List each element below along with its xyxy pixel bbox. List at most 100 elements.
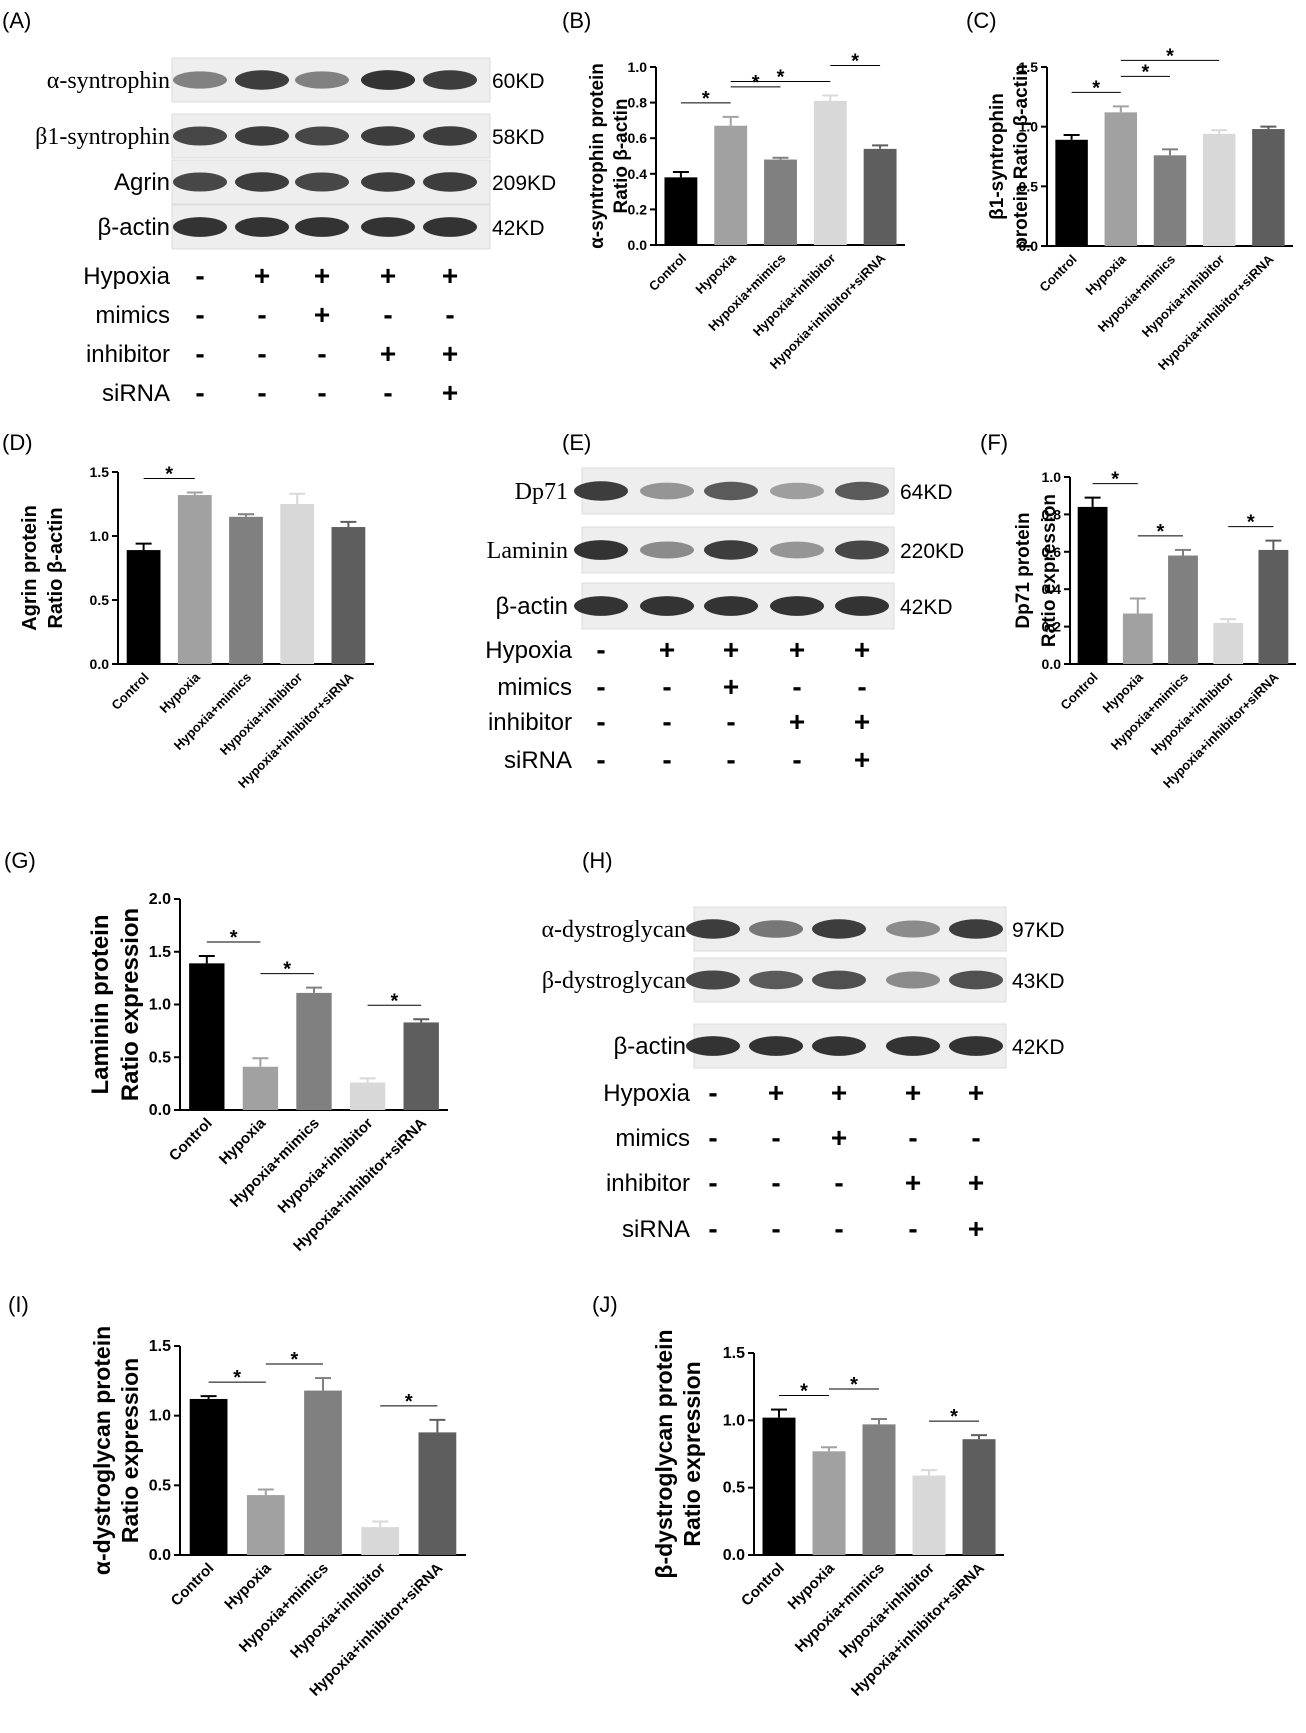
minus-sign: -: [596, 671, 605, 702]
y-tick-label: 0.2: [1042, 619, 1062, 635]
blot-band: [886, 1036, 940, 1056]
bar: [813, 100, 847, 245]
blot-band: [640, 596, 694, 616]
blot-band: [574, 596, 628, 616]
y-tick-label: 0.2: [628, 201, 648, 217]
minus-sign: -: [662, 671, 671, 702]
blot-band: [835, 596, 889, 616]
plus-sign: +: [789, 706, 805, 737]
plus-sign: +: [831, 1077, 847, 1108]
category-label: Hypoxia+inhibitor: [287, 1560, 389, 1662]
bar: [361, 1527, 400, 1555]
y-tick-label: 0.4: [628, 166, 648, 182]
minus-sign: -: [792, 744, 801, 775]
bar: [812, 1451, 846, 1555]
significance-star: *: [165, 463, 173, 485]
category-label: Hypoxia: [216, 1114, 270, 1168]
minus-sign: -: [834, 1213, 843, 1244]
category-label: Hypoxia+mimics: [1108, 670, 1191, 753]
blot-band: [812, 970, 866, 990]
condition-label: Hypoxia: [83, 263, 170, 290]
minus-sign: -: [596, 744, 605, 775]
bar: [280, 504, 315, 664]
minus-sign: -: [708, 1167, 717, 1198]
molecular-weight-label: 60KD: [492, 70, 545, 93]
y-tick-label: 1.5: [1019, 59, 1039, 75]
category-label: Hypoxia: [157, 669, 204, 716]
blot-band: [361, 172, 415, 192]
minus-sign: -: [195, 338, 204, 369]
y-tick-label: 1.0: [628, 59, 648, 75]
molecular-weight-label: 42KD: [1012, 1036, 1065, 1059]
bar: [1055, 139, 1088, 246]
plus-sign: +: [442, 377, 458, 408]
category-label: Hypoxia+inhibitor: [1148, 670, 1236, 758]
molecular-weight-label: 209KD: [492, 172, 556, 195]
category-label: Hypoxia: [692, 250, 739, 297]
significance-star: *: [702, 88, 710, 110]
panel-label: (H): [582, 848, 613, 873]
blot-band: [574, 481, 628, 501]
blot-band: [235, 126, 289, 146]
blot-band: [423, 217, 477, 237]
significance-star: *: [752, 72, 760, 94]
significance-star: *: [1111, 469, 1119, 491]
minus-sign: -: [834, 1167, 843, 1198]
y-tick-label: 1.5: [149, 1338, 171, 1355]
plus-sign: +: [854, 634, 870, 665]
y-axis-label: Ratio expression: [1039, 494, 1060, 647]
blot-row-label: Agrin: [114, 169, 170, 196]
minus-sign: -: [317, 338, 326, 369]
blot-band: [749, 920, 803, 938]
y-tick-label: 1.5: [90, 464, 110, 480]
y-axis-label: Laminin protein: [87, 915, 114, 1095]
bar: [1202, 133, 1236, 246]
condition-label: inhibitor: [488, 709, 572, 736]
bar: [664, 177, 698, 245]
panel-label: (A): [2, 8, 31, 33]
y-tick-label: 0.5: [723, 1480, 745, 1497]
y-tick-label: 1.5: [723, 1345, 745, 1362]
blot-band: [686, 970, 740, 990]
blot-band: [361, 217, 415, 237]
significance-star: *: [950, 1406, 958, 1428]
blot-row-label: β-dystroglycan: [542, 968, 686, 994]
plus-sign: +: [254, 260, 270, 291]
y-tick-label: 0.8: [1042, 506, 1062, 522]
y-tick-label: 1.0: [149, 997, 171, 1014]
significance-star: *: [291, 1349, 299, 1371]
plus-sign: +: [831, 1122, 847, 1153]
minus-sign: -: [195, 260, 204, 291]
bar: [1258, 549, 1289, 664]
bar: [862, 1424, 896, 1555]
bar: [714, 125, 748, 245]
minus-sign: -: [771, 1167, 780, 1198]
panel-label: (I): [8, 1292, 29, 1317]
blot-band: [173, 217, 227, 237]
minus-sign: -: [908, 1122, 917, 1153]
y-axis-label: α-dystroglycan protein: [89, 1326, 115, 1575]
category-label: Hypoxia+inhibitor: [750, 251, 838, 339]
category-label: Control: [1057, 670, 1100, 713]
blot-band: [295, 172, 349, 192]
plus-sign: +: [659, 634, 675, 665]
minus-sign: -: [383, 377, 392, 408]
minus-sign: -: [257, 377, 266, 408]
minus-sign: -: [771, 1122, 780, 1153]
bar: [177, 495, 212, 664]
blot-band: [640, 482, 694, 500]
bar: [189, 963, 225, 1110]
significance-star: *: [1247, 512, 1255, 534]
blot-band: [812, 919, 866, 939]
minus-sign: -: [596, 706, 605, 737]
category-label: Control: [1036, 252, 1079, 295]
molecular-weight-label: 42KD: [492, 217, 545, 240]
significance-star: *: [1157, 521, 1165, 543]
plus-sign: +: [314, 260, 330, 291]
bar: [126, 550, 161, 664]
blot-band: [949, 1036, 1003, 1056]
y-tick-label: 0.0: [149, 1547, 171, 1564]
y-tick-label: 0.0: [723, 1547, 745, 1564]
y-axis-label: β-dystroglycan protein: [651, 1329, 677, 1578]
bar: [242, 1066, 279, 1110]
